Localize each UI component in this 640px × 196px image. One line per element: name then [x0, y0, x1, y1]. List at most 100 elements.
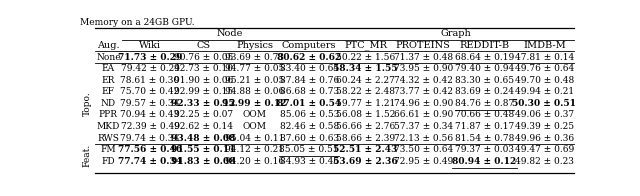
Text: 87.01 ± 0.54: 87.01 ± 0.54 [277, 99, 341, 108]
Text: ER: ER [102, 76, 115, 85]
Text: Node: Node [217, 29, 243, 38]
Text: 92.99 ± 0.15: 92.99 ± 0.15 [174, 87, 233, 96]
Text: 58.34 ± 1.55: 58.34 ± 1.55 [333, 64, 397, 73]
Text: ND: ND [101, 99, 116, 108]
Text: 52.51 ± 2.43: 52.51 ± 2.43 [333, 145, 397, 154]
Text: 95.04 ± 0.11: 95.04 ± 0.11 [225, 134, 284, 143]
Text: 72.13 ± 0.56: 72.13 ± 0.56 [394, 134, 452, 143]
Text: 80.94 ± 0.12: 80.94 ± 0.12 [452, 157, 516, 166]
Text: 57.37 ± 0.34: 57.37 ± 0.34 [394, 122, 452, 131]
Text: 79.57 ± 0.34: 79.57 ± 0.34 [120, 99, 180, 108]
Text: PROTEINS: PROTEINS [396, 41, 451, 50]
Text: 84.93 ± 0.46: 84.93 ± 0.46 [280, 157, 339, 166]
Text: 59.77 ± 1.21: 59.77 ± 1.21 [336, 99, 395, 108]
Text: 78.61 ± 0.30: 78.61 ± 0.30 [120, 76, 180, 85]
Text: 94.77 ± 0.05: 94.77 ± 0.05 [225, 64, 284, 73]
Text: 92.62 ± 0.14: 92.62 ± 0.14 [174, 122, 233, 131]
Text: 47.81 ± 0.14: 47.81 ± 0.14 [515, 53, 574, 62]
Text: 74.32 ± 0.42: 74.32 ± 0.42 [394, 76, 452, 85]
Text: PTC_MR: PTC_MR [344, 41, 387, 50]
Text: 53.69 ± 2.36: 53.69 ± 2.36 [333, 157, 398, 166]
Text: 80.62 ± 0.62: 80.62 ± 0.62 [277, 53, 341, 62]
Text: None: None [96, 53, 121, 62]
Text: 91.55 ± 0.11: 91.55 ± 0.11 [172, 145, 236, 154]
Text: 71.87 ± 0.17: 71.87 ± 0.17 [455, 122, 514, 131]
Text: 49.06 ± 0.37: 49.06 ± 0.37 [515, 111, 574, 120]
Text: 91.83 ± 0.08: 91.83 ± 0.08 [172, 157, 236, 166]
Text: 79.40 ± 0.94: 79.40 ± 0.94 [455, 64, 514, 73]
Text: EA: EA [102, 64, 115, 73]
Text: FD: FD [102, 157, 115, 166]
Text: MKD: MKD [97, 122, 120, 131]
Text: 49.39 ± 0.25: 49.39 ± 0.25 [515, 122, 574, 131]
Text: 82.46 ± 0.58: 82.46 ± 0.58 [280, 122, 339, 131]
Text: 71.73 ± 0.29: 71.73 ± 0.29 [118, 53, 182, 62]
Text: 79.37 ± 0.03: 79.37 ± 0.03 [455, 145, 514, 154]
Text: Graph: Graph [440, 29, 471, 38]
Text: 84.76 ± 0.87: 84.76 ± 0.87 [455, 99, 514, 108]
Text: 49.96 ± 0.36: 49.96 ± 0.36 [515, 134, 574, 143]
Text: 75.70 ± 0.42: 75.70 ± 0.42 [120, 87, 180, 96]
Text: 81.54 ± 0.78: 81.54 ± 0.78 [455, 134, 515, 143]
Text: 73.50 ± 0.64: 73.50 ± 0.64 [394, 145, 452, 154]
Text: 92.33 ± 0.12: 92.33 ± 0.12 [172, 99, 236, 108]
Text: OOM: OOM [243, 122, 267, 131]
Text: CS: CS [196, 41, 211, 50]
Text: Computers: Computers [282, 41, 337, 50]
Text: 92.73 ± 0.10: 92.73 ± 0.10 [174, 64, 233, 73]
Text: 91.90 ± 0.06: 91.90 ± 0.06 [174, 76, 233, 85]
Text: 93.48 ± 0.08: 93.48 ± 0.08 [172, 134, 236, 143]
Text: 86.68 ± 0.73: 86.68 ± 0.73 [280, 87, 339, 96]
Text: 50.22 ± 1.56: 50.22 ± 1.56 [336, 53, 395, 62]
Text: REDDIT-B: REDDIT-B [460, 41, 509, 50]
Text: RWS: RWS [97, 134, 119, 143]
Text: 83.69 ± 0.24: 83.69 ± 0.24 [455, 87, 514, 96]
Text: 87.84 ± 0.76: 87.84 ± 0.76 [280, 76, 339, 85]
Text: Aug.: Aug. [97, 41, 120, 50]
Text: 94.88 ± 0.06: 94.88 ± 0.06 [225, 87, 284, 96]
Text: 83.30 ± 0.65: 83.30 ± 0.65 [455, 76, 514, 85]
Text: 94.12 ± 0.21: 94.12 ± 0.21 [225, 145, 284, 154]
Text: PPR: PPR [99, 111, 118, 120]
Text: Wiki: Wiki [139, 41, 161, 50]
Text: Physics: Physics [236, 41, 273, 50]
Text: 56.08 ± 1.52: 56.08 ± 1.52 [336, 111, 395, 120]
Text: 95.99 ± 0.12: 95.99 ± 0.12 [222, 99, 287, 108]
Text: 79.42 ± 0.24: 79.42 ± 0.24 [120, 64, 180, 73]
Text: IMDB-M: IMDB-M [523, 41, 566, 50]
Text: 83.40 ± 0.64: 83.40 ± 0.64 [280, 64, 339, 73]
Text: 92.25 ± 0.07: 92.25 ± 0.07 [174, 111, 233, 120]
Text: 49.82 ± 0.23: 49.82 ± 0.23 [515, 157, 574, 166]
Text: 66.61 ± 0.90: 66.61 ± 0.90 [394, 111, 452, 120]
Text: 74.96 ± 0.90: 74.96 ± 0.90 [394, 99, 452, 108]
Text: Memory on a 24GB GPU.: Memory on a 24GB GPU. [80, 18, 195, 27]
Text: 94.20 ± 0.16: 94.20 ± 0.16 [225, 157, 284, 166]
Text: 60.24 ± 2.27: 60.24 ± 2.27 [336, 76, 395, 85]
Text: 50.30 ± 0.51: 50.30 ± 0.51 [513, 99, 577, 108]
Text: 49.94 ± 0.21: 49.94 ± 0.21 [515, 87, 574, 96]
Text: 49.47 ± 0.69: 49.47 ± 0.69 [515, 145, 574, 154]
Text: 79.74 ± 0.34: 79.74 ± 0.34 [120, 134, 180, 143]
Text: OOM: OOM [243, 111, 267, 120]
Text: 73.77 ± 0.42: 73.77 ± 0.42 [394, 87, 452, 96]
Text: Topo.: Topo. [83, 91, 92, 116]
Text: 72.95 ± 0.49: 72.95 ± 0.49 [394, 157, 452, 166]
Text: 68.64 ± 0.19: 68.64 ± 0.19 [455, 53, 514, 62]
Text: 73.95 ± 0.90: 73.95 ± 0.90 [394, 64, 452, 73]
Text: 87.60 ± 0.63: 87.60 ± 0.63 [280, 134, 339, 143]
Text: 85.06 ± 0.53: 85.06 ± 0.53 [280, 111, 339, 120]
Text: 95.21 ± 0.05: 95.21 ± 0.05 [225, 76, 284, 85]
Text: 58.66 ± 2.39: 58.66 ± 2.39 [336, 134, 395, 143]
Text: 70.94 ± 0.43: 70.94 ± 0.43 [120, 111, 180, 120]
Text: 93.69 ± 0.73: 93.69 ± 0.73 [225, 53, 284, 62]
Text: 71.37 ± 0.48: 71.37 ± 0.48 [394, 53, 452, 62]
Text: 56.66 ± 2.76: 56.66 ± 2.76 [336, 122, 395, 131]
Text: 70.66 ± 0.48: 70.66 ± 0.48 [455, 111, 514, 120]
Text: 49.76 ± 0.64: 49.76 ± 0.64 [515, 64, 574, 73]
Text: 77.74 ± 0.34: 77.74 ± 0.34 [118, 157, 182, 166]
Text: Feat.: Feat. [83, 144, 92, 167]
Text: 85.05 ± 0.51: 85.05 ± 0.51 [280, 145, 339, 154]
Text: 90.76 ± 0.05: 90.76 ± 0.05 [174, 53, 234, 62]
Text: 58.22 ± 2.48: 58.22 ± 2.48 [336, 87, 395, 96]
Text: 77.56 ± 0.46: 77.56 ± 0.46 [118, 145, 182, 154]
